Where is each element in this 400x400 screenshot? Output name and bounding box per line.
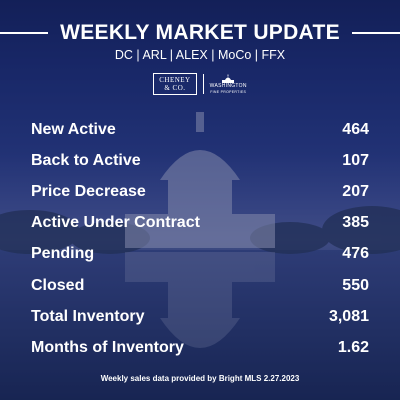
page-title: WEEKLY MARKET UPDATE — [60, 21, 340, 44]
region-subtitle: DC | ARL | ALEX | MoCo | FFX — [114, 48, 286, 62]
stat-label: Price Decrease — [31, 182, 146, 200]
cheney-logo: CHENEY & CO. — [153, 73, 197, 95]
stat-value: 464 — [342, 120, 369, 138]
logo-divider — [202, 74, 204, 94]
stat-value: 385 — [342, 214, 369, 232]
cheney-logo-line2: & CO. — [164, 84, 186, 92]
stat-label: Months of Inventory — [31, 338, 184, 356]
wfp-logo-line2: FINE PROPERTIES — [210, 89, 247, 94]
stat-row-price-decrease: Price Decrease 207 — [31, 176, 369, 207]
stat-row-back-to-active: Back to Active 107 — [31, 145, 369, 176]
data-source-footer: Weekly sales data provided by Bright MLS… — [100, 374, 300, 383]
stat-label: Back to Active — [31, 151, 141, 169]
brand-logos: CHENEY & CO. WASHINGTON FINE PROPERTIES — [0, 73, 400, 95]
cheney-logo-line1: CHENEY — [159, 76, 191, 84]
stat-value: 550 — [342, 276, 369, 294]
washington-fine-properties-logo: WASHINGTON FINE PROPERTIES — [210, 74, 247, 95]
stat-label: New Active — [31, 120, 116, 138]
title-row: WEEKLY MARKET UPDATE — [0, 20, 400, 46]
stat-value: 476 — [342, 245, 369, 263]
stat-label: Total Inventory — [31, 307, 145, 325]
stat-row-total-inventory: Total Inventory 3,081 — [31, 301, 369, 332]
title-left-rule — [0, 32, 49, 34]
wfp-logo-line1: WASHINGTON — [209, 82, 247, 89]
stat-value: 1.62 — [337, 338, 369, 356]
stat-label: Pending — [31, 245, 95, 263]
stat-label: Active Under Contract — [31, 214, 200, 232]
stat-label: Closed — [31, 276, 85, 294]
stat-row-months-of-inventory: Months of Inventory 1.62 — [31, 332, 369, 363]
stat-value: 107 — [342, 151, 369, 169]
stat-value: 207 — [342, 182, 369, 200]
stats-list: New Active 464 Back to Active 107 Price … — [31, 114, 369, 364]
stat-row-new-active: New Active 464 — [31, 114, 369, 145]
stat-row-closed: Closed 550 — [31, 270, 369, 301]
stat-value: 3,081 — [328, 307, 369, 325]
stat-row-active-under-contract: Active Under Contract 385 — [31, 208, 369, 239]
capitol-dome-icon — [222, 74, 235, 83]
title-right-rule — [351, 32, 400, 34]
stat-row-pending: Pending 476 — [31, 239, 369, 270]
